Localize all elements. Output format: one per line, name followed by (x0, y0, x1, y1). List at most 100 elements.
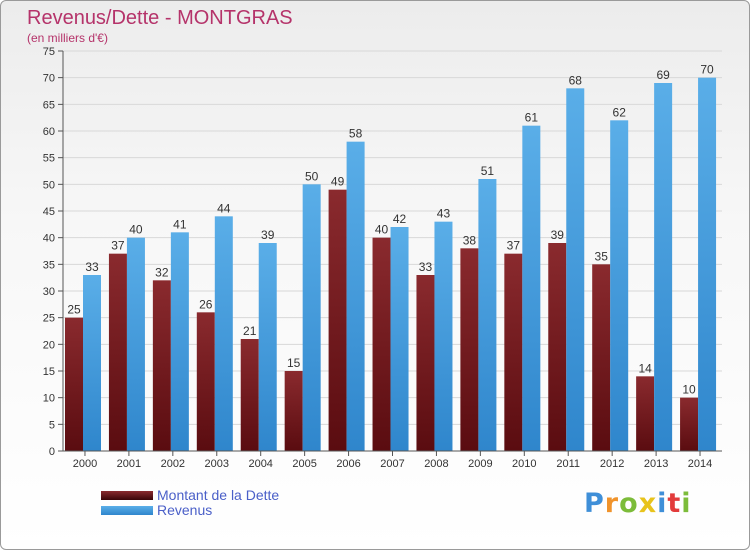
chart-subtitle: (en milliers d'€) (27, 31, 108, 45)
value-label-revenus: 44 (217, 201, 231, 215)
value-label-revenus: 42 (393, 212, 407, 226)
y-tick-label: 55 (43, 153, 55, 165)
value-label-dette: 15 (287, 356, 301, 370)
value-label-revenus: 39 (261, 228, 275, 242)
value-label-dette: 35 (595, 249, 609, 263)
bar-dette (504, 253, 523, 451)
y-tick-label: 65 (43, 99, 55, 111)
bar-dette (196, 312, 215, 451)
x-tick-label: 2014 (688, 458, 712, 470)
y-tick-label: 35 (43, 259, 55, 271)
bars-layer (65, 77, 717, 452)
value-label-dette: 26 (199, 297, 213, 311)
value-label-revenus: 69 (656, 68, 670, 82)
x-tick-label: 2013 (644, 458, 668, 470)
bar-revenus (214, 216, 233, 451)
value-label-revenus: 43 (437, 207, 451, 221)
logo-letter: i (657, 488, 668, 519)
value-label-revenus: 33 (85, 260, 99, 274)
y-tick-label: 30 (43, 286, 55, 298)
bar-dette (152, 280, 171, 451)
value-label-dette: 33 (419, 260, 433, 274)
value-label-revenus: 50 (305, 169, 319, 183)
x-tick-label: 2010 (512, 458, 536, 470)
bar-dette (548, 243, 567, 451)
value-label-revenus: 62 (613, 105, 627, 119)
bar-revenus (566, 88, 585, 451)
value-label-dette: 37 (111, 239, 125, 253)
y-tick-label: 10 (43, 393, 55, 405)
legend-label-revenus: Revenus (157, 502, 213, 518)
x-tick-label: 2001 (117, 458, 141, 470)
y-tick-label: 5 (49, 419, 55, 431)
x-tick-label: 2000 (73, 458, 97, 470)
logo-letter: P (584, 488, 605, 519)
x-tick-label: 2004 (248, 458, 272, 470)
x-tick-label: 2007 (380, 458, 404, 470)
y-tick-label: 25 (43, 313, 55, 325)
y-tick-label: 70 (43, 73, 55, 85)
bar-dette (460, 248, 479, 451)
value-label-revenus: 70 (700, 63, 714, 77)
value-label-dette: 49 (331, 175, 345, 189)
logo-letter: o (619, 488, 639, 519)
labels-layer: 0 5 10 15 20 25 30 35 40 45 50 55 60 65 70 75 2000 25 33 20… (43, 46, 714, 470)
bar-revenus (126, 237, 145, 451)
bar-dette (592, 264, 611, 451)
bar-dette (636, 376, 655, 451)
y-tick-label: 40 (43, 233, 55, 245)
bar-revenus (522, 125, 541, 452)
x-tick-label: 2003 (205, 458, 229, 470)
value-label-dette: 10 (682, 383, 696, 397)
value-label-dette: 32 (155, 265, 169, 279)
y-tick-label: 0 (49, 446, 55, 458)
bar-dette (372, 237, 391, 451)
value-label-dette: 38 (463, 233, 477, 247)
bar-revenus (83, 275, 101, 451)
bar-revenus (478, 179, 497, 451)
x-tick-label: 2002 (161, 458, 185, 470)
x-tick-label: 2008 (424, 458, 448, 470)
legend-label-dette: Montant de la Dette (157, 487, 280, 503)
bar-dette (108, 253, 127, 451)
value-label-revenus: 40 (129, 223, 143, 237)
value-label-dette: 37 (507, 239, 521, 253)
logo-letter: i (681, 488, 692, 519)
bar-dette (416, 275, 435, 451)
x-tick-label: 2012 (600, 458, 624, 470)
bar-dette (65, 317, 83, 451)
value-label-revenus: 41 (173, 217, 187, 231)
proxiti-logo: Proxiti (584, 488, 692, 519)
bar-revenus (434, 221, 453, 451)
bar-dette (240, 339, 259, 451)
y-tick-label: 45 (43, 206, 55, 218)
bar-revenus (302, 184, 321, 452)
logo-letter: t (667, 488, 682, 519)
bar-revenus (170, 232, 189, 451)
bar-revenus (346, 141, 365, 451)
x-tick-label: 2006 (336, 458, 360, 470)
y-tick-label: 75 (43, 46, 55, 58)
y-tick-label: 60 (43, 126, 55, 138)
bar-dette (680, 397, 699, 451)
bar-dette (284, 371, 303, 451)
bar-revenus (610, 120, 629, 451)
x-tick-label: 2011 (556, 458, 580, 470)
value-label-dette: 40 (375, 223, 389, 237)
x-tick-label: 2005 (292, 458, 316, 470)
bar-revenus (390, 227, 409, 451)
chart-title: Revenus/Dette - MONTGRAS (27, 7, 293, 29)
x-tick-label: 2009 (468, 458, 492, 470)
value-label-revenus: 51 (481, 164, 495, 178)
bar-revenus (654, 83, 673, 451)
y-tick-label: 20 (43, 339, 55, 351)
value-label-revenus: 61 (525, 111, 539, 125)
legend-swatch-revenus (101, 506, 153, 515)
value-label-dette: 21 (243, 324, 257, 338)
value-label-dette: 25 (67, 303, 81, 317)
bar-revenus (698, 77, 717, 452)
axis-layer (58, 50, 722, 456)
legend-swatch-dette (101, 491, 153, 500)
value-label-revenus: 68 (569, 73, 583, 87)
